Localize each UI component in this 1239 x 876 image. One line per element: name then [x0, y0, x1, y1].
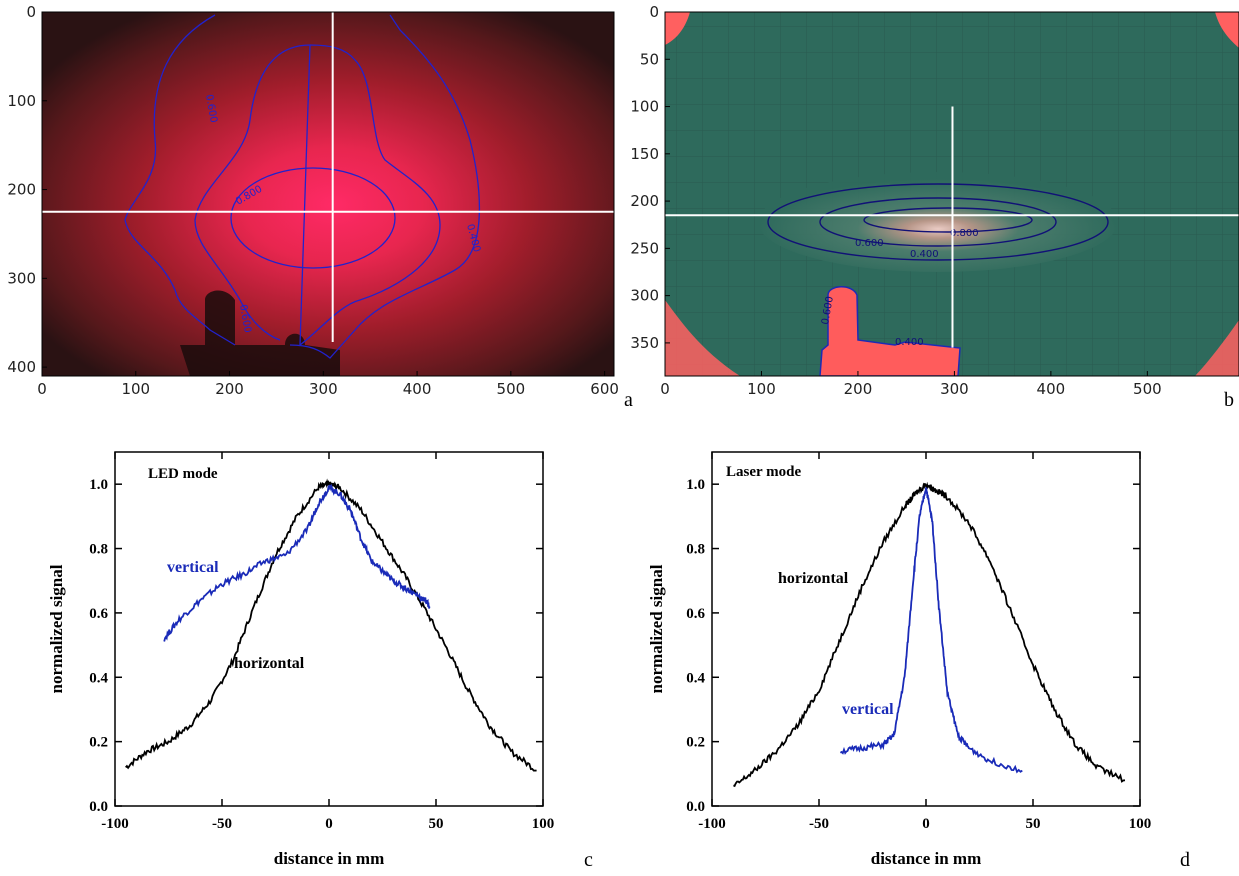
panel-b: 0.800 0.600 0.400 0.400 0.600 0 100 200 300…: [630, 3, 1239, 411]
panel-b-frame: [664, 11, 1239, 377]
panel-c-ytick-3: 0.6: [89, 606, 108, 622]
panel-d-ylabel: normalized signal: [647, 564, 666, 693]
contour-label-b-2: 0.400: [910, 249, 939, 260]
panel-d-ytick-4: 0.8: [686, 542, 705, 558]
panel-a-xtick-6: 600: [590, 380, 619, 398]
contour-a-inner: [230, 167, 396, 269]
heatmap-b-corner-br: [1195, 320, 1239, 376]
panel-c-xtick-4: 100: [532, 816, 555, 832]
panel-d-letter: d: [1180, 849, 1190, 871]
panel-c-ytick-2: 0.4: [89, 670, 108, 686]
panel-d-vertical-label: vertical: [842, 701, 894, 718]
panel-c-xtick-2: 0: [325, 816, 333, 832]
panel-b-ytick-3: 150: [630, 145, 659, 163]
panel-a-xtick-1: 100: [121, 380, 150, 398]
panel-d-series-horizontal: [733, 481, 1126, 788]
panel-a-ytick-4: 400: [7, 358, 36, 376]
panel-a-ytick-0: 0: [26, 3, 36, 21]
panel-a-ytick-1: 100: [7, 92, 36, 110]
panel-d-ytick-3: 0.6: [686, 606, 705, 622]
panel-d: -100 -50 0 50 100 0.0 0.2 0.4 0.6 0.8 1.0 Laser mo…: [647, 451, 1190, 871]
panel-a-xtick-3: 300: [309, 380, 338, 398]
contour-a-outer: [124, 14, 481, 359]
panel-c-xtick-0: -100: [101, 816, 129, 832]
panel-c-ytick-0: 0.0: [89, 799, 108, 815]
heatmap-a-shadow: [180, 290, 340, 376]
panel-d-ytick-0: 0.0: [686, 799, 705, 815]
panel-d-mode-label: Laser mode: [726, 464, 801, 480]
panel-c-xtick-1: -50: [212, 816, 232, 832]
panel-b-xtick-4: 400: [1037, 380, 1066, 398]
contour-label-b-3: 0.400: [895, 337, 924, 348]
panel-b-xtick-1: 100: [747, 380, 776, 398]
panel-b-ytick-2: 100: [630, 98, 659, 116]
contour-label-b-0: 0.800: [950, 228, 979, 239]
panel-b-xtick-2: 200: [844, 380, 873, 398]
panel-b-letter: b: [1224, 389, 1234, 411]
panel-d-series-vertical: [839, 486, 1023, 774]
panel-d-horizontal-label: horizontal: [778, 570, 849, 587]
panel-b-ytick-1: 50: [640, 50, 659, 68]
panel-d-xtick-3: 50: [1026, 816, 1041, 832]
heatmap-b-glow: [758, 172, 1118, 272]
panel-a-xtick-5: 500: [497, 380, 526, 398]
panel-b-xtick-5: 500: [1133, 380, 1162, 398]
panel-b-ytick-5: 250: [630, 239, 659, 257]
panel-c: -100 -50 0 50 100 0.0 0.2 0.4 0.6 0.8 1.0 LED mode…: [47, 451, 593, 871]
contour-b-middle: [819, 197, 1057, 247]
panel-a: 0.800 0.600 0.400 0.600 0 100 200 300 400 500…: [7, 3, 633, 411]
panel-c-ytick-1: 0.2: [89, 735, 108, 751]
panel-c-ytick-4: 0.8: [89, 542, 108, 558]
panel-c-horizontal-label: horizontal: [234, 655, 305, 672]
panel-d-ytick-1: 0.2: [686, 735, 705, 751]
contour-label-b-4: 0.600: [820, 295, 836, 325]
panel-d-xtick-2: 0: [922, 816, 930, 832]
panel-b-xtick-0: 0: [660, 380, 670, 398]
panel-c-xlabel: distance in mm: [274, 849, 385, 868]
panel-a-xtick-4: 400: [403, 380, 432, 398]
panel-a-ytick-2: 200: [7, 181, 36, 199]
panel-b-ytick-6: 300: [630, 287, 659, 305]
panel-a-xtick-0: 0: [37, 380, 47, 398]
heatmap-b-hot-blob: [819, 286, 961, 376]
panel-c-xtick-3: 50: [429, 816, 444, 832]
panel-c-ytick-5: 1.0: [89, 477, 108, 493]
panel-b-ytick-7: 350: [630, 334, 659, 352]
contour-b-inner: [863, 207, 1033, 233]
contour-label-a-3: 0.600: [237, 304, 253, 334]
panel-d-ytick-5: 1.0: [686, 477, 705, 493]
panel-a-xtick-2: 200: [215, 380, 244, 398]
panel-d-ytick-2: 0.4: [686, 670, 705, 686]
panel-c-vertical-label: vertical: [167, 559, 219, 576]
panel-a-frame: [41, 11, 615, 377]
heatmap-b-corner-bl: [665, 300, 740, 376]
panel-a-letter: a: [624, 389, 633, 411]
panel-d-xtick-0: -100: [698, 816, 726, 832]
heatmap-a-image: [42, 12, 614, 376]
panel-c-series-horizontal: [125, 478, 537, 772]
contour-label-a-1: 0.600: [203, 94, 219, 124]
panel-c-frame: [114, 451, 544, 807]
heatmap-b-corner-tr: [1215, 12, 1239, 48]
contour-label-b-1: 0.600: [855, 238, 884, 249]
heatmap-b-corner-tl: [665, 12, 690, 45]
panel-b-ytick-4: 200: [630, 192, 659, 210]
panel-d-xlabel: distance in mm: [871, 849, 982, 868]
panel-d-xtick-4: 100: [1129, 816, 1152, 832]
panel-a-ytick-3: 300: [7, 269, 36, 287]
panel-c-ylabel: normalized signal: [47, 564, 66, 693]
panel-c-letter: c: [584, 849, 593, 871]
contour-b-outer: [767, 183, 1109, 261]
panel-b-ytick-0: 0: [649, 3, 659, 21]
panel-b-xtick-3: 300: [940, 380, 969, 398]
panel-d-xtick-1: -50: [809, 816, 829, 832]
panel-c-mode-label: LED mode: [148, 466, 218, 482]
contour-a-middle: [194, 44, 441, 347]
panel-c-series-vertical: [163, 483, 431, 642]
